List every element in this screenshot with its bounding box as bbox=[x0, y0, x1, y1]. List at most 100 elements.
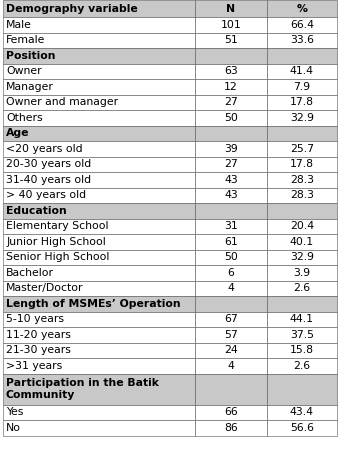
Text: Length of MSMEs’ Operation: Length of MSMEs’ Operation bbox=[6, 299, 181, 309]
Bar bbox=[195, 125, 267, 141]
Text: 12: 12 bbox=[224, 82, 238, 92]
Bar bbox=[267, 250, 337, 265]
Bar bbox=[195, 0, 267, 17]
Text: Participation in the Batik
Community: Participation in the Batik Community bbox=[6, 378, 159, 400]
Bar bbox=[267, 358, 337, 374]
Bar bbox=[267, 203, 337, 219]
Text: 21-30 years: 21-30 years bbox=[6, 345, 71, 355]
Bar bbox=[3, 141, 195, 157]
Text: 2.6: 2.6 bbox=[293, 283, 310, 293]
Text: 27: 27 bbox=[224, 159, 238, 169]
Bar bbox=[3, 48, 195, 63]
Text: 17.8: 17.8 bbox=[290, 159, 314, 169]
Bar bbox=[267, 234, 337, 250]
Bar bbox=[3, 219, 195, 234]
Bar bbox=[195, 32, 267, 48]
Text: 5-10 years: 5-10 years bbox=[6, 314, 64, 324]
Bar bbox=[3, 32, 195, 48]
Bar bbox=[195, 420, 267, 436]
Text: 50: 50 bbox=[224, 252, 238, 262]
Text: 31: 31 bbox=[224, 221, 238, 231]
Text: Owner: Owner bbox=[6, 66, 41, 76]
Text: Yes: Yes bbox=[6, 407, 23, 417]
Bar bbox=[195, 405, 267, 420]
Text: 37.5: 37.5 bbox=[290, 330, 314, 340]
Text: <20 years old: <20 years old bbox=[6, 144, 83, 154]
Bar bbox=[267, 281, 337, 296]
Text: 50: 50 bbox=[224, 113, 238, 123]
Text: >31 years: >31 years bbox=[6, 361, 62, 371]
Text: 20-30 years old: 20-30 years old bbox=[6, 159, 91, 169]
Bar bbox=[3, 79, 195, 94]
Bar bbox=[195, 312, 267, 327]
Text: 2.6: 2.6 bbox=[293, 361, 310, 371]
Bar bbox=[267, 374, 337, 405]
Bar bbox=[267, 420, 337, 436]
Text: Position: Position bbox=[6, 51, 55, 61]
Text: %: % bbox=[296, 3, 307, 14]
Bar bbox=[3, 188, 195, 203]
Bar bbox=[3, 327, 195, 343]
Text: Junior High School: Junior High School bbox=[6, 237, 106, 247]
Text: 33.6: 33.6 bbox=[290, 35, 314, 45]
Bar bbox=[267, 94, 337, 110]
Bar bbox=[3, 312, 195, 327]
Bar bbox=[267, 0, 337, 17]
Text: 66.4: 66.4 bbox=[290, 20, 314, 30]
Text: 43: 43 bbox=[224, 175, 238, 185]
Text: 51: 51 bbox=[224, 35, 238, 45]
Bar bbox=[195, 172, 267, 188]
Bar bbox=[195, 358, 267, 374]
Text: Age: Age bbox=[6, 128, 30, 138]
Text: 41.4: 41.4 bbox=[290, 66, 314, 76]
Text: 32.9: 32.9 bbox=[290, 113, 314, 123]
Bar bbox=[267, 343, 337, 358]
Text: 57: 57 bbox=[224, 330, 238, 340]
Text: 20.4: 20.4 bbox=[290, 221, 314, 231]
Bar bbox=[195, 94, 267, 110]
Bar bbox=[195, 374, 267, 405]
Bar bbox=[267, 79, 337, 94]
Bar bbox=[3, 250, 195, 265]
Bar bbox=[3, 17, 195, 32]
Bar bbox=[195, 203, 267, 219]
Text: 86: 86 bbox=[224, 423, 238, 433]
Bar bbox=[267, 48, 337, 63]
Text: 27: 27 bbox=[224, 97, 238, 107]
Text: Elementary School: Elementary School bbox=[6, 221, 108, 231]
Text: Others: Others bbox=[6, 113, 42, 123]
Text: 31-40 years old: 31-40 years old bbox=[6, 175, 91, 185]
Bar bbox=[267, 110, 337, 125]
Bar bbox=[267, 188, 337, 203]
Text: 44.1: 44.1 bbox=[290, 314, 314, 324]
Bar bbox=[3, 374, 195, 405]
Bar bbox=[267, 296, 337, 312]
Bar bbox=[195, 188, 267, 203]
Bar bbox=[195, 296, 267, 312]
Text: 17.8: 17.8 bbox=[290, 97, 314, 107]
Bar bbox=[267, 125, 337, 141]
Bar bbox=[195, 265, 267, 281]
Text: Master/Doctor: Master/Doctor bbox=[6, 283, 84, 293]
Text: 28.3: 28.3 bbox=[290, 190, 314, 200]
Bar bbox=[267, 172, 337, 188]
Text: Education: Education bbox=[6, 206, 67, 216]
Bar bbox=[3, 172, 195, 188]
Text: 67: 67 bbox=[224, 314, 238, 324]
Bar bbox=[195, 250, 267, 265]
Text: N: N bbox=[226, 3, 236, 14]
Bar bbox=[195, 17, 267, 32]
Text: 32.9: 32.9 bbox=[290, 252, 314, 262]
Bar bbox=[3, 420, 195, 436]
Text: 61: 61 bbox=[224, 237, 238, 247]
Bar bbox=[3, 234, 195, 250]
Bar bbox=[3, 0, 195, 17]
Text: 15.8: 15.8 bbox=[290, 345, 314, 355]
Bar bbox=[195, 157, 267, 172]
Bar bbox=[3, 265, 195, 281]
Bar bbox=[195, 141, 267, 157]
Bar bbox=[267, 32, 337, 48]
Bar bbox=[195, 327, 267, 343]
Text: Demography variable: Demography variable bbox=[6, 3, 138, 14]
Text: 66: 66 bbox=[224, 407, 238, 417]
